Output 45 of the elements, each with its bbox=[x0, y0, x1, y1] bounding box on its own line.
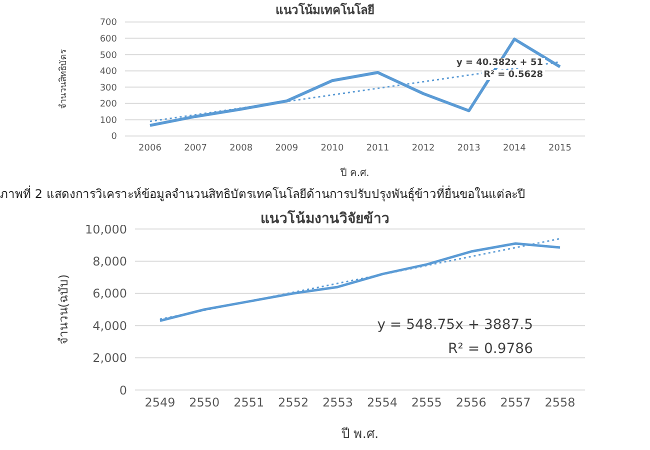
x-tick-label: 2558 bbox=[544, 396, 576, 410]
x-tick-label: 2011 bbox=[366, 143, 390, 154]
y-tick-label: 8,000 bbox=[92, 254, 127, 268]
chart-title: แนวโน้มงานวิจัยข้าว bbox=[260, 211, 390, 227]
x-tick-label: 2557 bbox=[500, 396, 531, 410]
annotation: y = 40.382x + 51 bbox=[454, 58, 545, 68]
x-tick-label: 2013 bbox=[457, 143, 480, 154]
x-tick-label: 2550 bbox=[189, 396, 220, 410]
y-tick-label: 0 bbox=[111, 132, 118, 142]
y-tick-label: 600 bbox=[100, 34, 118, 44]
x-tick-label: 2551 bbox=[234, 396, 264, 410]
y-axis-title: จำนวนสิทธิบัตร bbox=[58, 49, 70, 109]
y-tick-label: 700 bbox=[100, 18, 118, 28]
x-tick-label: 2015 bbox=[548, 143, 572, 154]
y-tick-label: 6,000 bbox=[92, 286, 127, 301]
y-tick-label: 4,000 bbox=[92, 318, 127, 333]
y-tick-label: 200 bbox=[100, 100, 118, 110]
x-tick-label: 2010 bbox=[320, 143, 344, 154]
x-tick-label: 2012 bbox=[412, 143, 435, 154]
x-axis-title: ปี ค.ศ. bbox=[340, 167, 370, 179]
y-tick-label: 100 bbox=[100, 116, 118, 126]
x-tick-label: 2014 bbox=[502, 143, 526, 154]
x-tick-label: 2549 bbox=[144, 396, 176, 410]
x-tick-label: 2009 bbox=[275, 143, 298, 154]
chart-title: แนวโน้มเทคโนโลยี bbox=[274, 2, 376, 18]
x-tick-label: 2552 bbox=[278, 396, 309, 410]
x-tick-label: 2553 bbox=[322, 396, 354, 410]
annotation: R² = 0.5628 bbox=[482, 70, 545, 80]
x-tick-label: 2555 bbox=[411, 396, 442, 410]
x-tick-label: 2007 bbox=[184, 143, 208, 154]
annotation: R² = 0.9786 bbox=[447, 341, 534, 357]
y-tick-label: 2,000 bbox=[92, 351, 127, 366]
x-tick-label: 2008 bbox=[230, 143, 253, 154]
y-tick-label: 500 bbox=[100, 50, 118, 61]
y-tick-label: 400 bbox=[100, 67, 118, 78]
line-series bbox=[148, 38, 562, 127]
x-tick-label: 2006 bbox=[138, 143, 162, 154]
x-axis-title: ปี พ.ศ. bbox=[340, 426, 379, 442]
y-tick-label: 300 bbox=[100, 83, 118, 94]
text: ภาพที่ 2 แสดงการวิเคราะห์ข้อมูลจำนวนสิทธิบัตรเทคโนโลยีด้านการปรับปรุงพันธุ์ข้าวที่ยื่นขอในแต่ละปี bbox=[0, 184, 526, 203]
y-tick-label: 0 bbox=[119, 383, 127, 398]
x-tick-label: 2554 bbox=[366, 396, 398, 410]
x-tick-label: 2556 bbox=[456, 396, 486, 410]
y-axis-title: จำนวน(ฉบับ) bbox=[56, 274, 70, 345]
annotation: y = 548.75x + 3887.5 bbox=[376, 317, 534, 333]
